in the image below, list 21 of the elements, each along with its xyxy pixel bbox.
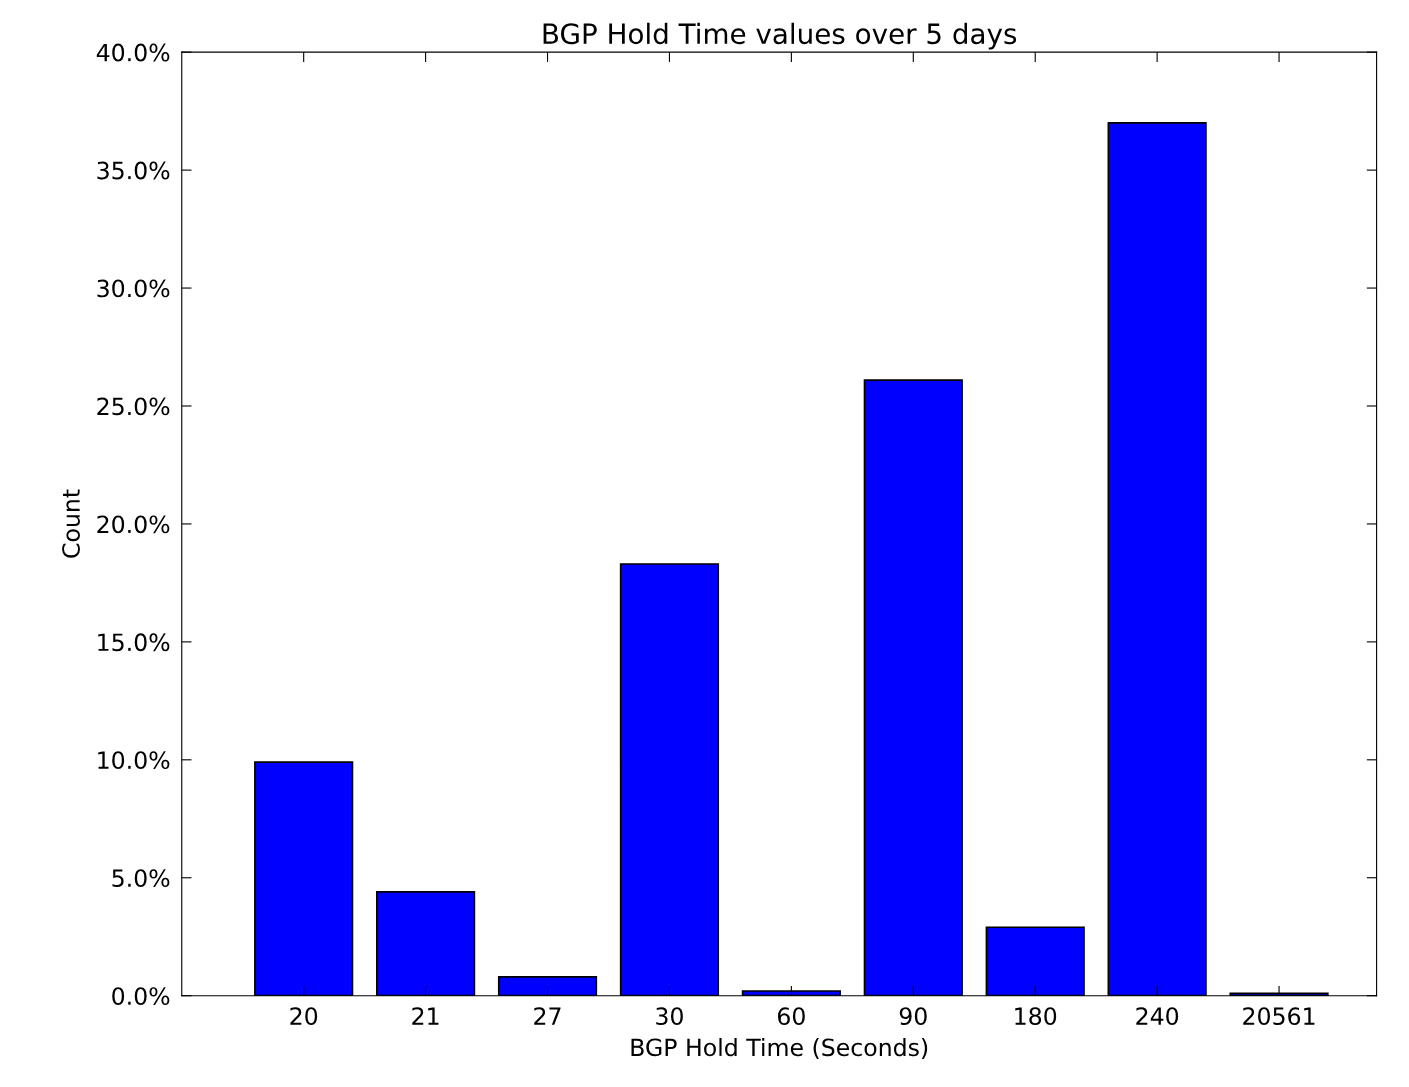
y-tick-label: 15.0%	[98, 633, 170, 652]
x-tick-label: 20	[290, 1007, 318, 1026]
x-tick-label: 60	[778, 1007, 805, 1026]
x-tick-label: 90	[899, 1007, 927, 1026]
x-tick-label: 180	[1015, 1007, 1057, 1026]
y-tick-label: 35.0%	[97, 161, 170, 180]
x-tick-label: 27	[534, 1007, 561, 1025]
y-tick-label: 30.0%	[97, 279, 170, 298]
x-tick-label: 20561	[1243, 1007, 1315, 1026]
x-tick-label: 21	[412, 1007, 439, 1025]
y-axis-title: Count	[62, 489, 80, 558]
x-tick-label: 240	[1136, 1007, 1179, 1026]
y-tick-label: 5.0%	[112, 869, 170, 888]
chart-title: BGP Hold Time values over 5 days	[543, 22, 1017, 50]
y-tick-label: 0.0%	[112, 987, 170, 1005]
x-tick-label: 30	[656, 1007, 683, 1026]
y-tick-label: 25.0%	[97, 397, 170, 416]
y-tick-label: 40.0%	[96, 43, 170, 62]
x-axis-title: BGP Hold Time (Seconds)	[631, 1037, 928, 1060]
y-tick-label: 10.0%	[98, 751, 170, 770]
y-tick-label: 20.0%	[97, 515, 170, 534]
